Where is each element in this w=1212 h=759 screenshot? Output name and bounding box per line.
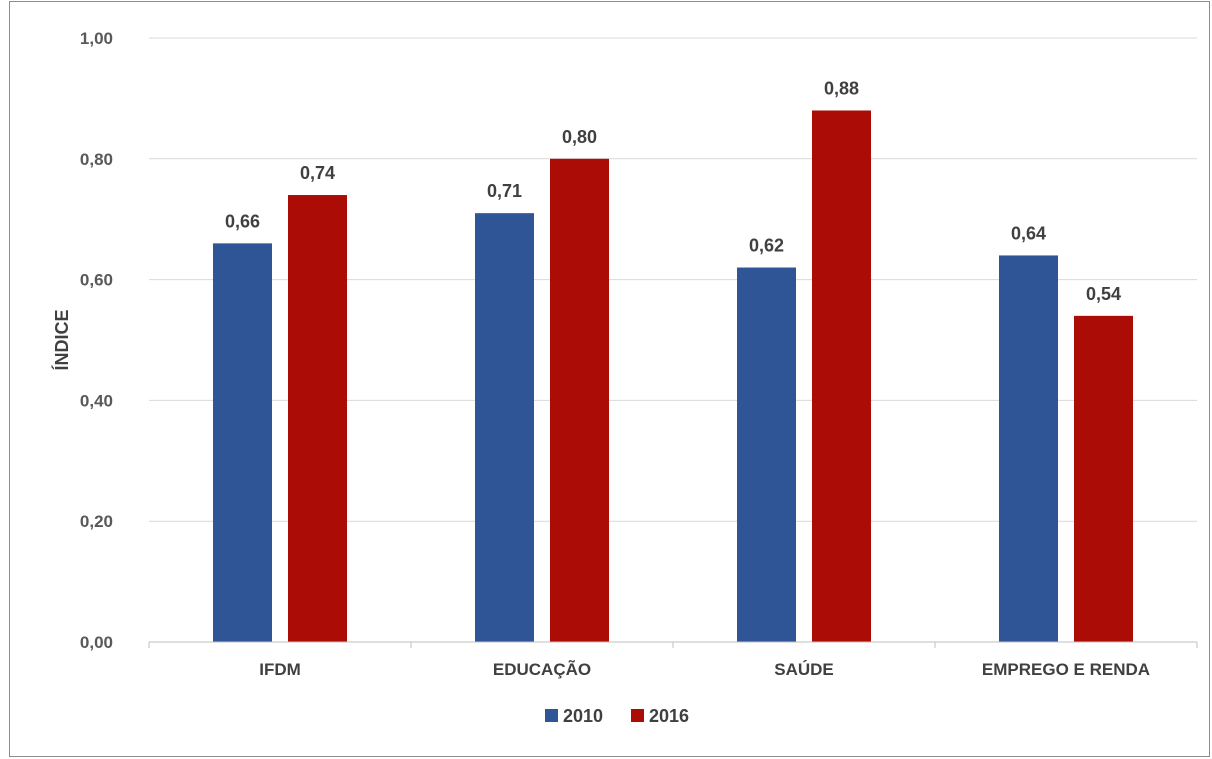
data-label-2010: 0,64 bbox=[1011, 223, 1046, 243]
y-tick-label: 0,40 bbox=[80, 391, 113, 410]
data-label-2016: 0,80 bbox=[562, 127, 597, 147]
bar-chart: 0,00 0,20 0,40 0,60 0,80 1,00 0,66 0,74 0,71 0,8… bbox=[51, 29, 1198, 726]
x-axis bbox=[148, 641, 1198, 648]
y-tick-label: 0,60 bbox=[80, 271, 113, 290]
data-label-2010: 0,66 bbox=[225, 211, 260, 231]
data-label-2016: 0,88 bbox=[824, 78, 859, 98]
data-label-2010: 0,62 bbox=[749, 236, 784, 256]
legend: 2010 2016 bbox=[545, 706, 689, 726]
category-labels: IFDM EDUCAÇÃO SAÚDE EMPREGO E RENDA bbox=[259, 659, 1150, 679]
chart-frame: 0,00 0,20 0,40 0,60 0,80 1,00 0,66 0,74 0,71 0,8… bbox=[9, 1, 1210, 757]
y-axis-ticks: 0,00 0,20 0,40 0,60 0,80 1,00 bbox=[80, 29, 113, 652]
legend-label-2016: 2016 bbox=[649, 706, 689, 726]
category-label: EDUCAÇÃO bbox=[493, 659, 591, 679]
bars bbox=[213, 110, 1133, 643]
y-tick-label: 0,00 bbox=[80, 633, 113, 652]
bar-2016 bbox=[288, 195, 347, 643]
legend-swatch-2016 bbox=[631, 709, 644, 722]
legend-label-2010: 2010 bbox=[563, 706, 603, 726]
data-label-2010: 0,71 bbox=[487, 181, 522, 201]
bar-2016 bbox=[550, 158, 609, 643]
category-label: EMPREGO E RENDA bbox=[982, 660, 1150, 679]
bar-2010 bbox=[213, 243, 272, 643]
y-axis-title: ÍNDICE bbox=[51, 309, 72, 370]
bar-2016 bbox=[812, 110, 871, 643]
category-label: SAÚDE bbox=[774, 660, 834, 679]
bar-2010 bbox=[999, 255, 1058, 642]
bar-2016 bbox=[1074, 315, 1133, 642]
category-label: IFDM bbox=[259, 660, 301, 679]
y-tick-label: 0,80 bbox=[80, 150, 113, 169]
data-labels: 0,66 0,74 0,71 0,80 0,62 0,88 0,64 0,54 bbox=[225, 78, 1121, 303]
bar-2010 bbox=[737, 267, 796, 642]
data-label-2016: 0,54 bbox=[1086, 284, 1121, 304]
legend-swatch-2010 bbox=[545, 709, 558, 722]
y-tick-label: 0,20 bbox=[80, 512, 113, 531]
bar-2010 bbox=[475, 213, 534, 642]
y-tick-label: 1,00 bbox=[80, 29, 113, 48]
data-label-2016: 0,74 bbox=[300, 163, 335, 183]
